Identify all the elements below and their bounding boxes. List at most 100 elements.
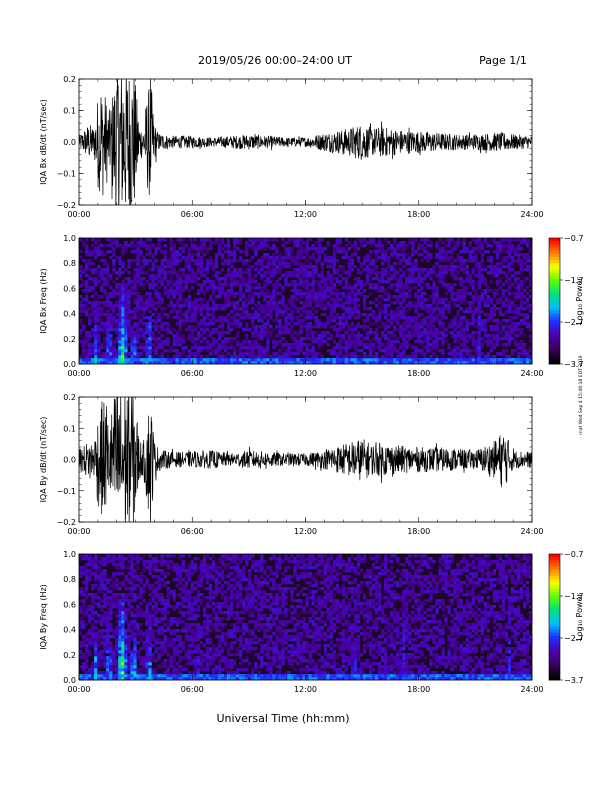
spectrogram-cell <box>338 319 343 323</box>
spectrogram-cell <box>480 337 484 341</box>
spectrogram-cell <box>94 349 98 353</box>
spectrogram-cell <box>507 286 512 290</box>
spectrogram-cell <box>405 358 409 362</box>
spectrogram-cell <box>320 331 324 335</box>
spectrogram-cell <box>504 238 509 242</box>
spectrogram-cell <box>121 283 125 287</box>
spectrogram-cell <box>381 247 385 251</box>
spectrogram-cell <box>118 337 122 341</box>
spectrogram-cell <box>269 271 273 275</box>
spectrogram-cell <box>127 289 131 293</box>
colorbar-segment <box>549 329 560 333</box>
spectrogram-cell <box>181 322 185 326</box>
spectrogram-cell <box>390 301 394 305</box>
spectrogram-cell <box>239 313 243 317</box>
spectrogram-cell <box>226 238 231 242</box>
spectrogram-cell <box>272 298 276 302</box>
spectrogram-cell <box>124 289 128 293</box>
spectrogram-cell <box>371 313 376 317</box>
spectrogram-cell <box>94 578 98 582</box>
spectrogram-cell <box>121 358 125 362</box>
spectrogram-cell <box>435 253 439 257</box>
spectrogram-cell <box>82 259 86 263</box>
spectrogram-cell <box>507 361 512 365</box>
spectrogram-cell <box>489 316 494 320</box>
spectrogram-cell <box>166 283 170 287</box>
spectrogram-cell <box>154 259 158 263</box>
spectrogram-cell <box>242 292 246 296</box>
spectrogram-cell <box>396 247 400 251</box>
spectrogram-cell <box>299 361 303 365</box>
spectrogram-cell <box>109 313 113 317</box>
spectrogram-cell <box>435 262 439 266</box>
spectrogram-cell <box>109 605 113 609</box>
spectrogram-cell <box>263 292 267 296</box>
spectrogram-cell <box>483 298 487 302</box>
spectrogram-cell <box>305 331 309 335</box>
colorbar-segment <box>549 307 560 311</box>
spectrogram-cell <box>350 310 355 314</box>
spectrogram-cell <box>311 337 315 341</box>
spectrogram-cell <box>477 358 481 362</box>
spectrogram-cell <box>489 361 494 365</box>
spectrogram-cell <box>205 310 210 314</box>
spectrogram-cell <box>109 668 113 672</box>
spectrogram-cell <box>284 361 288 365</box>
spectrogram-cell <box>103 301 107 305</box>
spectrogram-cell <box>239 289 243 293</box>
spectrogram-cell <box>492 358 497 362</box>
spectrogram-cell <box>350 286 355 290</box>
spectrogram-cell <box>396 286 400 290</box>
spectrogram-cell <box>172 283 176 287</box>
spectrogram-cell <box>311 289 315 293</box>
spectrogram-cell <box>118 295 122 299</box>
spectrogram-cell <box>160 358 164 362</box>
spectrogram-cell <box>462 340 466 344</box>
spectrogram-cell <box>118 638 122 642</box>
spectrogram-cell <box>293 358 297 362</box>
spectrogram-cell <box>217 277 222 281</box>
spectrogram-cell <box>338 280 343 284</box>
spectrogram-cell <box>507 325 512 329</box>
spectrogram-cell <box>311 307 315 311</box>
spectrogram-cell <box>323 331 327 335</box>
spectrogram-cell <box>115 337 119 341</box>
spectrogram-cell <box>522 241 527 245</box>
spectrogram-cell <box>181 340 185 344</box>
spectrogram-cell <box>381 274 385 278</box>
spectrogram-cell <box>82 343 86 347</box>
spectrogram-cell <box>172 250 176 254</box>
spectrogram-cell <box>85 671 89 675</box>
spectrogram-cell <box>127 358 131 362</box>
spectrogram-cell <box>151 262 155 266</box>
spectrogram-cell <box>97 304 101 308</box>
spectrogram-cell <box>254 250 258 254</box>
spectrogram-cell <box>217 283 222 287</box>
panels: 00:00 06:00 12:00 18:00 24:00−0.2−0.10.00.10… <box>39 75 584 694</box>
spectrogram-cell <box>489 262 494 266</box>
spectrogram-cell <box>85 662 89 666</box>
spectrogram-cell <box>393 238 397 242</box>
spectrogram-cell <box>371 316 376 320</box>
spectrogram-cell <box>441 334 445 338</box>
spectrogram-cell <box>435 244 439 248</box>
spectrogram-cell <box>85 244 89 248</box>
spectrogram-cell <box>356 322 361 326</box>
spectrogram-cell <box>287 256 291 260</box>
spectrogram-cell <box>284 343 288 347</box>
spectrogram-cell <box>278 271 282 275</box>
spectrogram-cell <box>374 304 379 308</box>
spectrogram-cell <box>257 292 261 296</box>
spectrogram-cell <box>133 283 137 287</box>
spectrogram-cell <box>423 238 427 242</box>
spectrogram-cell <box>115 581 119 585</box>
spectrogram-cell <box>486 250 491 254</box>
spectrogram-cell <box>522 268 527 272</box>
spectrogram-cell <box>290 271 294 275</box>
spectrogram-cell <box>154 346 158 350</box>
spectrogram-cell <box>142 316 146 320</box>
spectrogram-cell <box>139 283 143 287</box>
spectrogram-cell <box>139 250 143 254</box>
spectrogram-cell <box>79 656 83 660</box>
spectrogram-cell <box>106 316 110 320</box>
